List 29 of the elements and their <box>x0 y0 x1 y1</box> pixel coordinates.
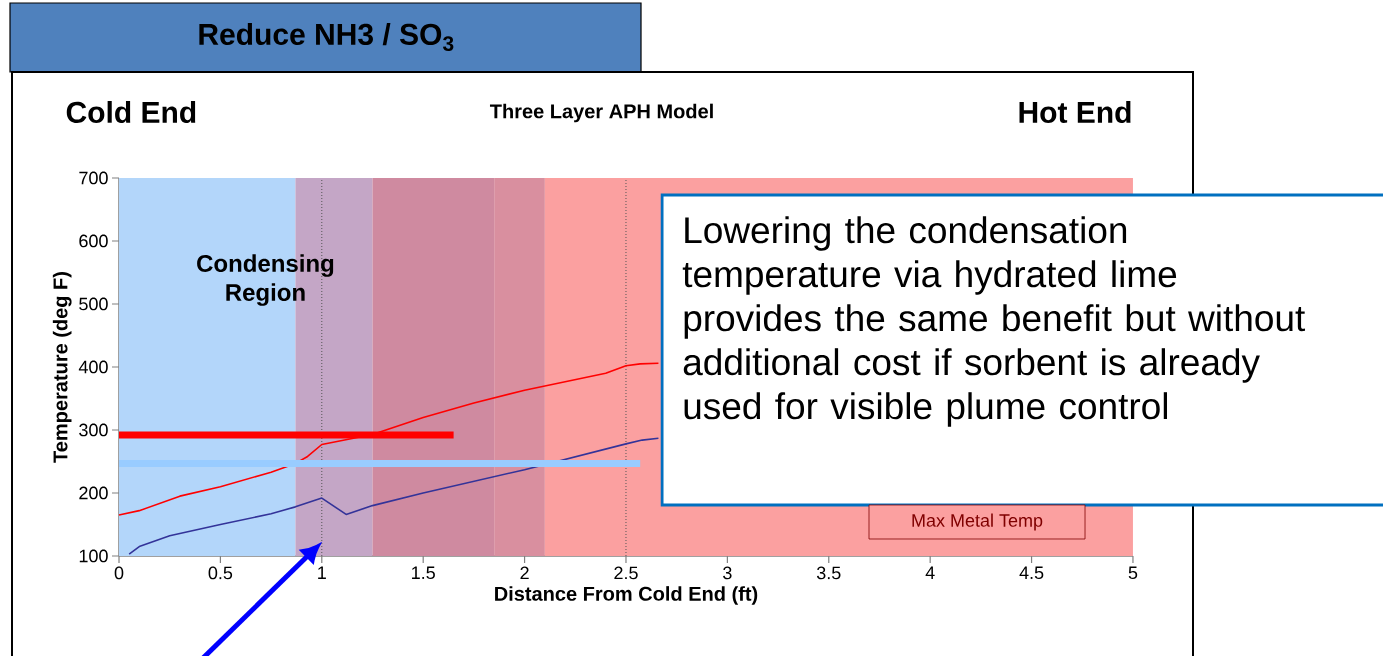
y-tick-label: 700 <box>79 171 108 185</box>
x-tick-label: 4.5 <box>1019 566 1044 580</box>
line-series <box>118 362 660 516</box>
y-tick-label: 200 <box>79 486 108 500</box>
x-tick-label: 0.5 <box>208 566 233 580</box>
x-axis-title: Distance From Cold End (ft) <box>495 586 758 605</box>
y-tick-label: 500 <box>79 297 108 311</box>
x-tick-label: 1 <box>318 566 326 579</box>
text: Cold End <box>66 100 196 124</box>
annotation: Lowering the condensation temperature via hydrated lime provides the same benefit but without additional cost if sorbent is already used for visible plume control <box>682 216 1306 427</box>
x-tick-label: 3.5 <box>816 566 841 580</box>
y-axis-title: Temperature (deg F) <box>52 272 72 463</box>
x-tick-label: 5 <box>1128 566 1138 580</box>
y-tick-label: 100 <box>79 549 108 563</box>
x-tick-label: 2 <box>520 566 529 580</box>
line-series <box>128 437 660 555</box>
x-tick-label: 2.5 <box>614 566 638 580</box>
y-tick-label: 400 <box>78 360 108 374</box>
x-tick-label: 4 <box>925 566 935 579</box>
y-tick-label: 300 <box>79 423 108 437</box>
chart-subtitle: Three Layer APH Model <box>489 103 713 123</box>
x-tick-label: 0 <box>114 566 124 580</box>
text: Hot End <box>1019 100 1131 124</box>
y-tick-label: 600 <box>79 234 108 248</box>
chart-title: Reduce NH3 / SO$_{3}$ <box>199 22 454 52</box>
annotation: Max Metal Temp <box>912 513 1043 531</box>
x-tick-label: 3 <box>723 566 732 580</box>
band-label: Condensing Region <box>197 254 334 306</box>
x-tick-label: 1.5 <box>412 566 435 580</box>
